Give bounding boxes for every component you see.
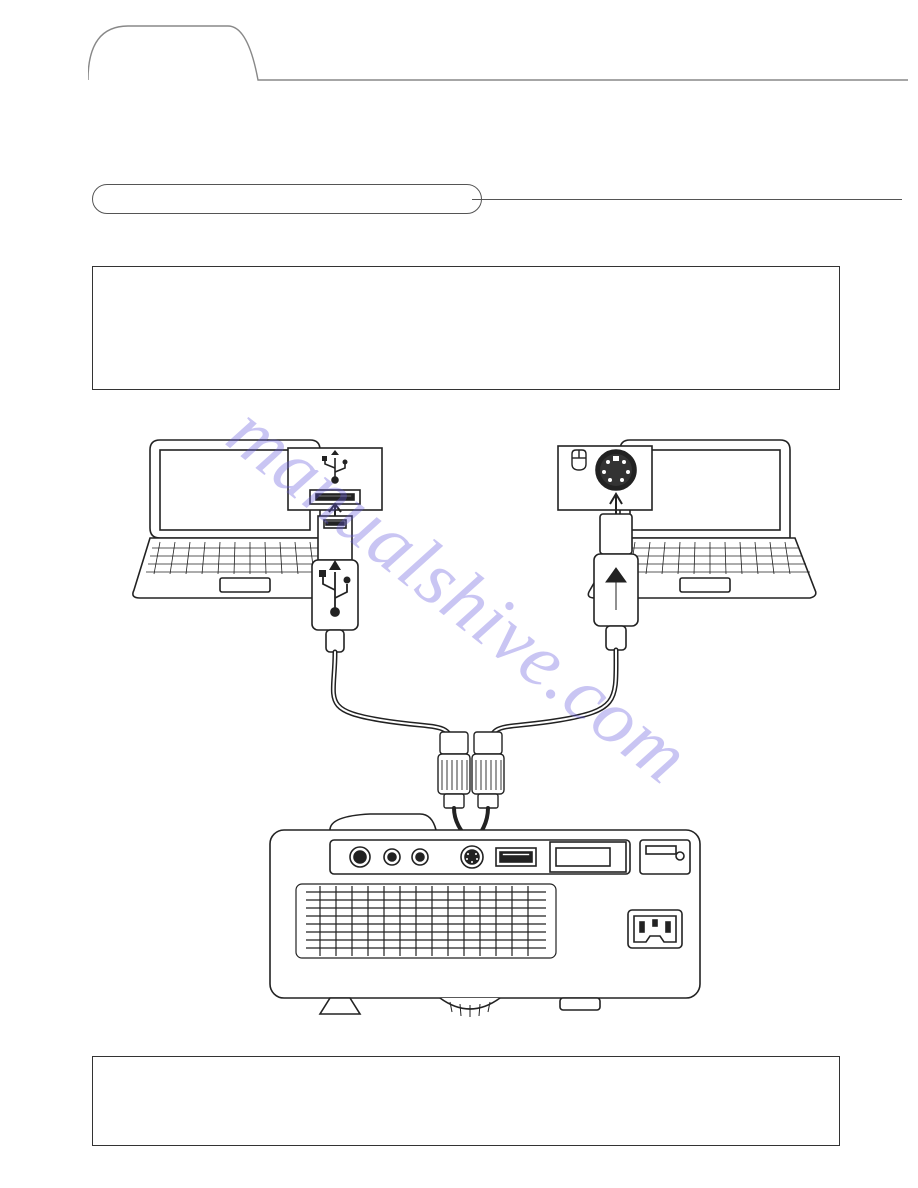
manual-page: manualshive.com xyxy=(0,0,918,1188)
ps2-plug xyxy=(594,514,638,650)
projector-rear xyxy=(270,814,700,1017)
merge-plugs xyxy=(438,732,504,808)
ps2-port-inset xyxy=(558,446,652,520)
section-heading-rule xyxy=(92,184,852,214)
callout-box-1 xyxy=(92,266,840,390)
callout-box-2 xyxy=(92,1056,840,1146)
usb-port-inset xyxy=(288,448,382,520)
connection-diagram xyxy=(120,420,820,1020)
header-rule xyxy=(88,22,908,82)
usb-plug xyxy=(312,516,358,652)
